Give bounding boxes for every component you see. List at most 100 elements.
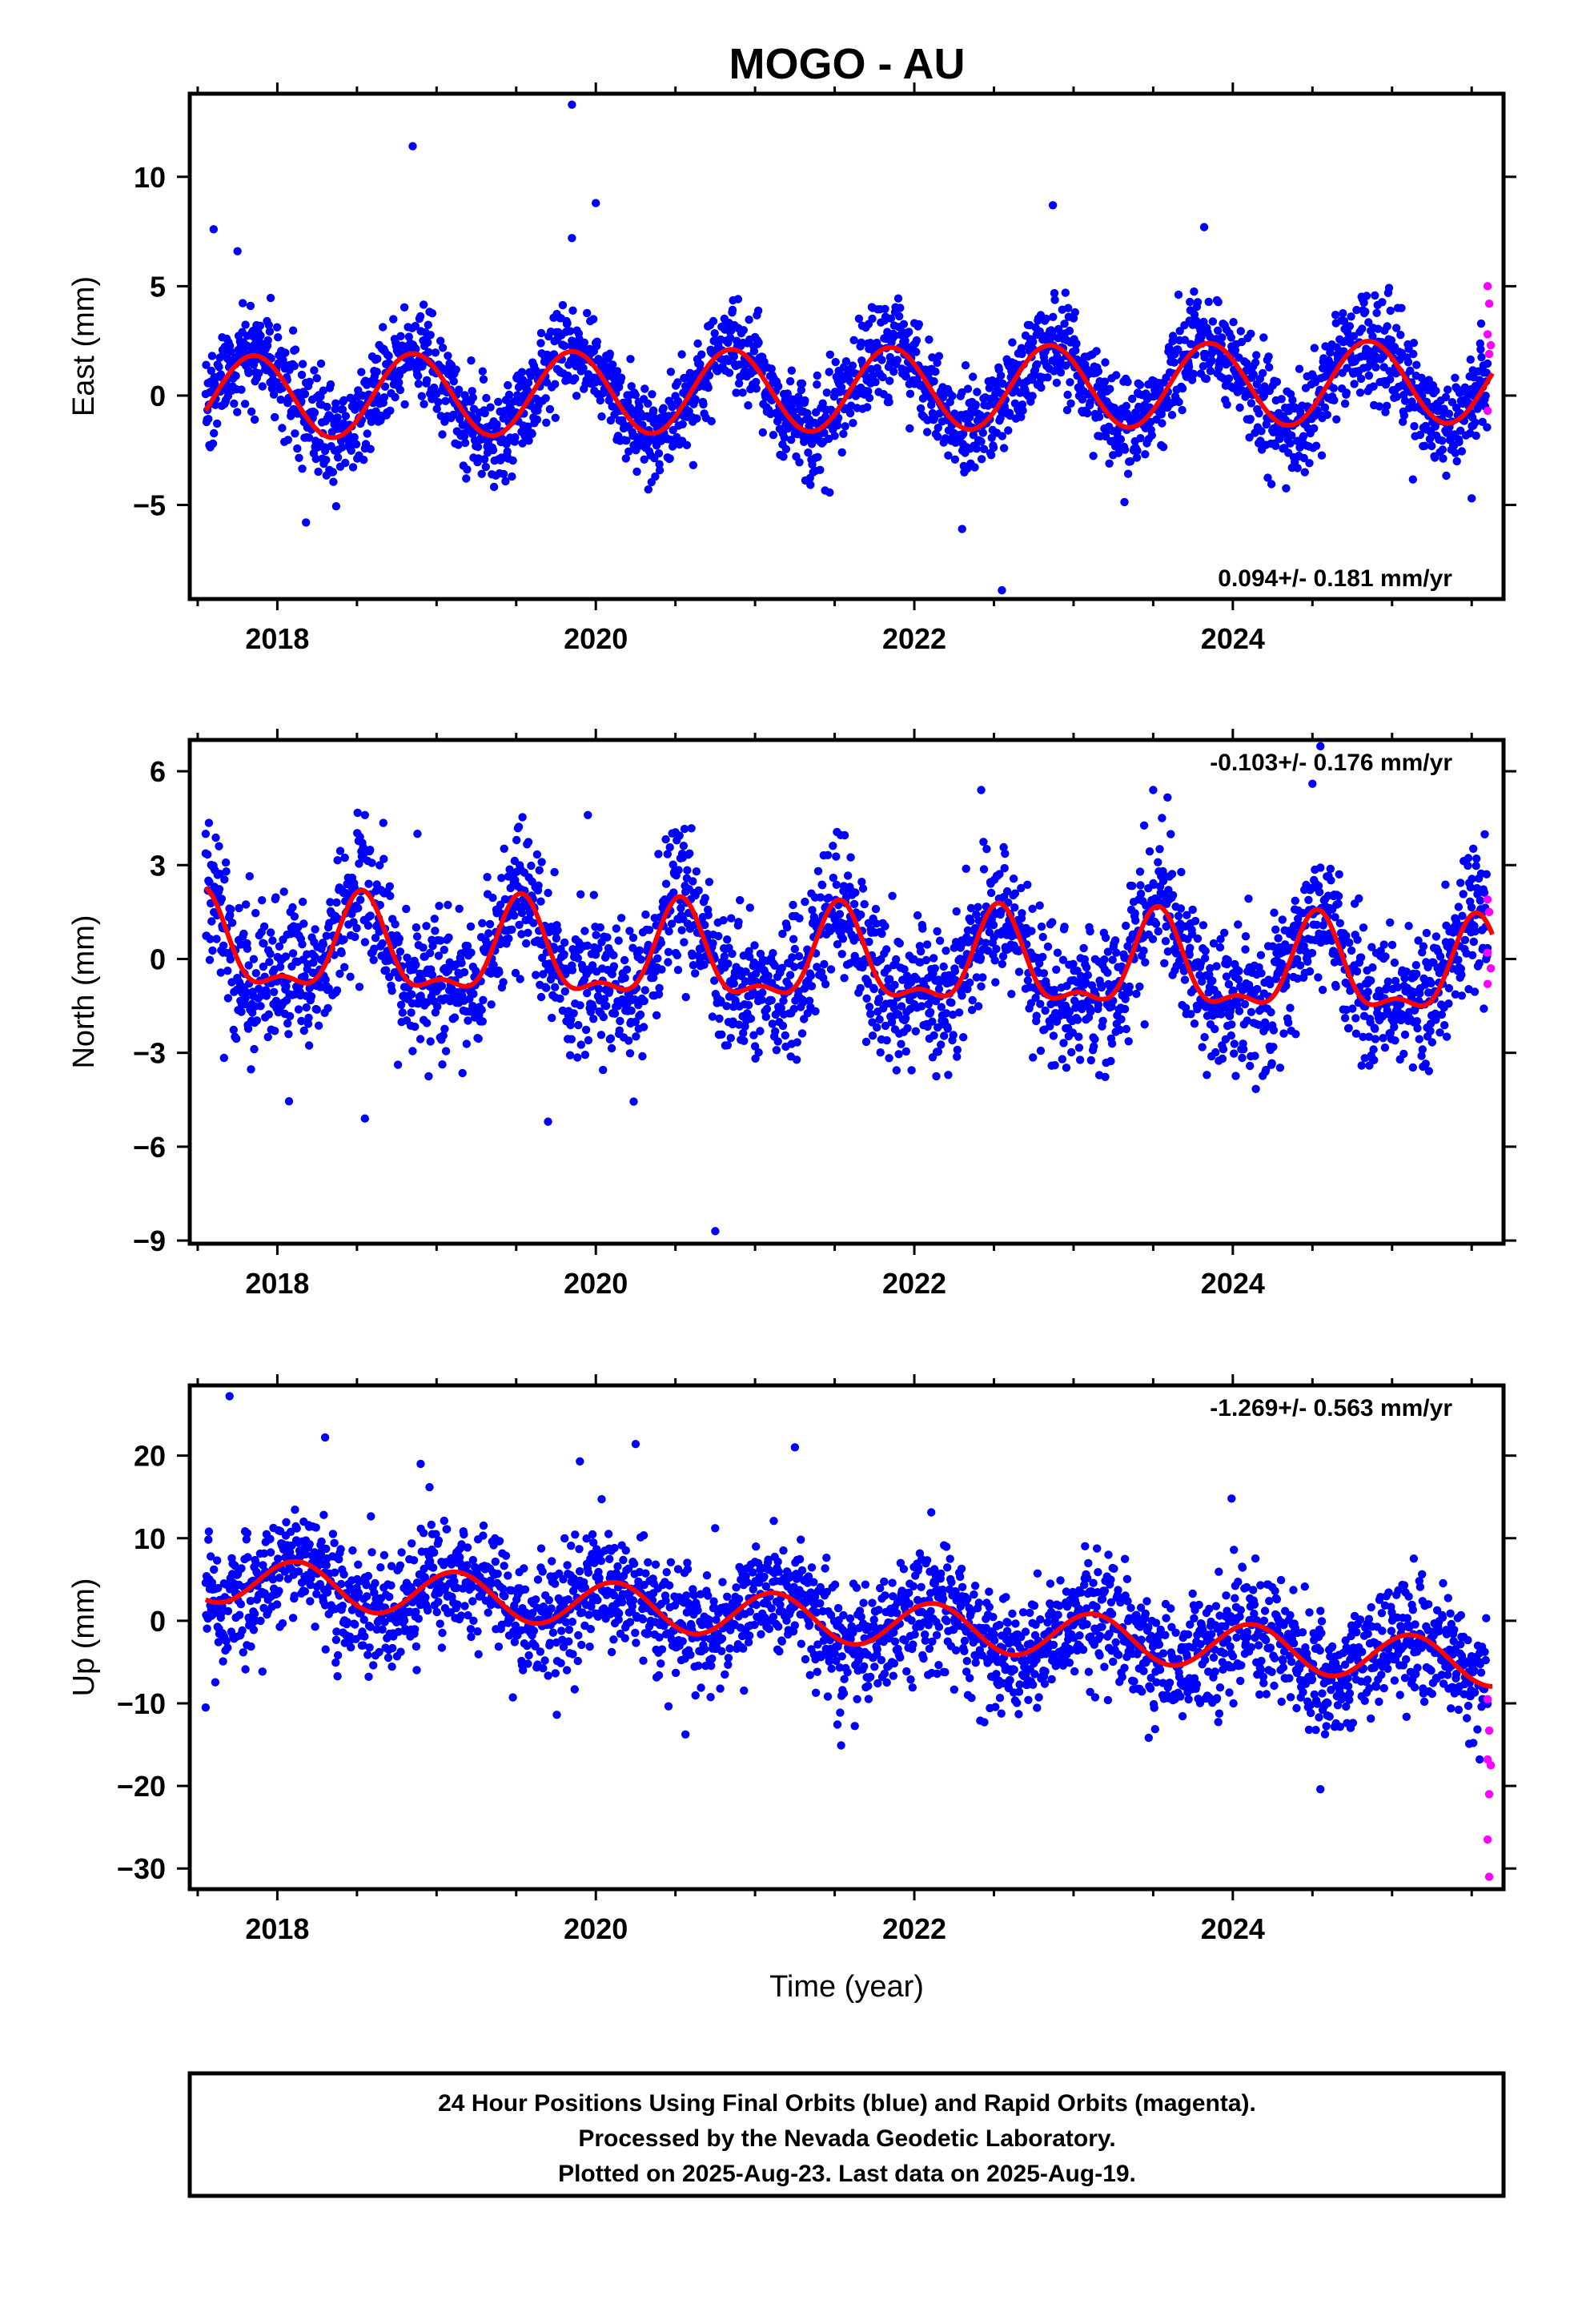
final-orbit-point [221,858,231,867]
final-orbit-point [297,370,307,380]
final-orbit-point [1174,911,1183,921]
final-orbit-point [1031,993,1040,1003]
final-orbit-point [1287,431,1296,440]
final-orbit-point [1246,1061,1255,1071]
final-orbit-point [1062,405,1072,415]
final-orbit-point [787,436,796,444]
final-orbit-point [1267,1007,1275,1017]
final-orbit-point [610,1009,620,1018]
final-orbit-point [616,373,626,382]
final-orbit-point [486,403,495,412]
final-orbit-point [916,404,926,413]
final-orbit-point [785,981,793,990]
final-orbit-point [1053,948,1062,957]
final-orbit-point [467,356,476,365]
final-orbit-point [1356,374,1366,384]
final-orbit-point [319,386,327,395]
final-orbit-point [607,1043,616,1053]
final-orbit-point [1364,371,1374,380]
final-orbit-point [1427,441,1436,451]
final-orbit-point [982,845,991,854]
final-orbit-point [1154,927,1163,936]
final-orbit-point [614,936,623,945]
final-orbit-point [379,854,388,863]
final-orbit-point [1125,982,1134,991]
final-orbit-point [1190,1019,1199,1028]
final-orbit-point [351,932,359,942]
final-orbit-point [833,421,842,430]
final-orbit-point [973,388,982,396]
final-orbit-point [594,944,603,953]
final-orbit-point [434,951,444,960]
final-orbit-point [882,1035,891,1045]
final-orbit-point [1371,291,1379,300]
final-orbit-point [966,903,976,913]
final-orbit-point [1049,1031,1058,1040]
final-orbit-point [1037,383,1046,392]
final-orbit-point [596,923,604,932]
final-orbit-point [778,1021,788,1031]
final-orbit-point [1466,355,1476,364]
final-orbit-point [1145,847,1154,856]
final-orbit-point [890,980,899,990]
final-orbit-point [970,463,979,472]
final-orbit-point [1050,288,1059,298]
final-orbit-point [826,965,836,974]
final-orbit-point [932,1072,941,1081]
final-orbit-point [452,365,460,374]
final-orbit-point [477,1005,486,1015]
final-orbit-point [384,352,393,360]
final-orbit-point [1384,283,1394,292]
final-orbit-point [293,444,302,453]
final-orbit-point [866,1009,875,1019]
final-orbit-point [466,922,476,931]
final-orbit-point [930,964,940,973]
final-orbit-point [849,899,859,909]
final-orbit-point [1379,352,1388,360]
final-orbit-point [605,349,614,358]
final-orbit-point [1048,201,1058,210]
final-orbit-point [735,360,744,369]
final-orbit-point [903,1023,912,1033]
final-orbit-point [366,911,375,920]
final-orbit-point [1064,304,1073,312]
final-orbit-point [1017,883,1026,893]
final-orbit-point [232,1034,241,1043]
final-orbit-point [1326,864,1335,874]
final-orbit-point [528,429,536,438]
final-orbit-point [1431,422,1440,431]
final-orbit-point [250,415,259,424]
final-orbit-point [1476,345,1485,354]
final-orbit-point [372,368,381,376]
final-orbit-point [1094,412,1104,421]
final-orbit-point [687,824,696,833]
final-orbit-point [227,348,235,356]
final-orbit-point [978,428,988,437]
final-orbit-point [648,406,658,415]
final-orbit-point [806,971,815,980]
final-orbit-point [387,987,396,995]
final-orbit-point [1246,415,1255,424]
final-orbit-point [1208,317,1218,326]
final-orbit-point [768,1019,777,1028]
final-orbit-point [1201,349,1210,359]
final-orbit-point [606,1034,616,1043]
final-orbit-point [829,842,837,850]
final-orbit-point [1100,955,1109,964]
final-orbit-point [272,323,282,332]
final-orbit-point [1086,927,1094,936]
final-orbit-point [1317,451,1327,460]
final-orbit-point [1010,903,1019,912]
final-orbit-point [1483,423,1492,432]
final-orbit-point [473,442,483,452]
final-orbit-point [750,941,759,950]
final-orbit-point [930,377,938,386]
final-orbit-point [1247,399,1256,408]
final-orbit-point [523,386,532,395]
final-orbit-point [692,867,701,876]
final-orbit-point [719,916,728,925]
final-orbit-point [680,938,689,947]
final-orbit-point [1103,947,1113,956]
final-orbit-point [677,926,686,935]
